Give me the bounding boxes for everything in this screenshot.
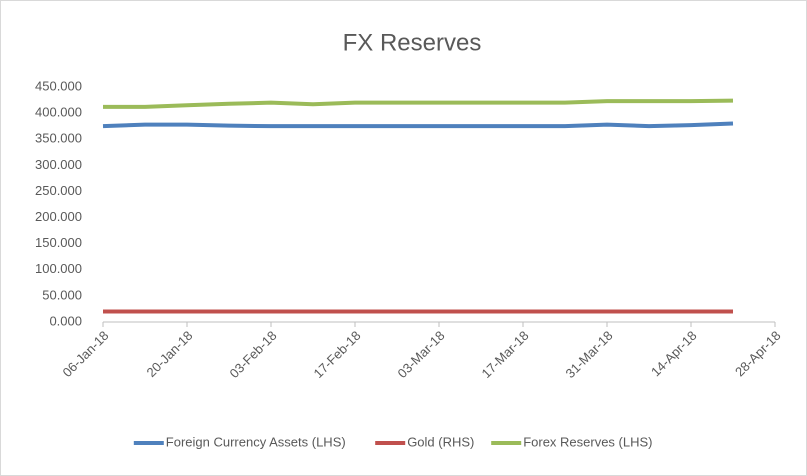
y-tick-label: 350.000 xyxy=(35,131,82,146)
y-tick-label: 250.000 xyxy=(35,183,82,198)
legend-label: Foreign Currency Assets (LHS) xyxy=(166,434,346,449)
legend-label: Gold (RHS) xyxy=(407,434,474,449)
y-tick-label: 400.000 xyxy=(35,105,82,120)
y-tick-label: 150.000 xyxy=(35,235,82,250)
line-series xyxy=(103,98,734,109)
y-tick-label: 50.000 xyxy=(42,287,82,302)
y-tick-label: 300.000 xyxy=(35,157,82,172)
chart-title: FX Reserves xyxy=(343,29,482,56)
y-tick-label: 0.000 xyxy=(49,313,82,328)
y-tick-label: 200.000 xyxy=(35,209,82,224)
line-series xyxy=(102,121,734,129)
legend-label: Forex Reserves (LHS) xyxy=(523,434,652,449)
y-tick-label: 450.000 xyxy=(35,78,82,93)
y-tick-label: 100.000 xyxy=(35,261,82,276)
